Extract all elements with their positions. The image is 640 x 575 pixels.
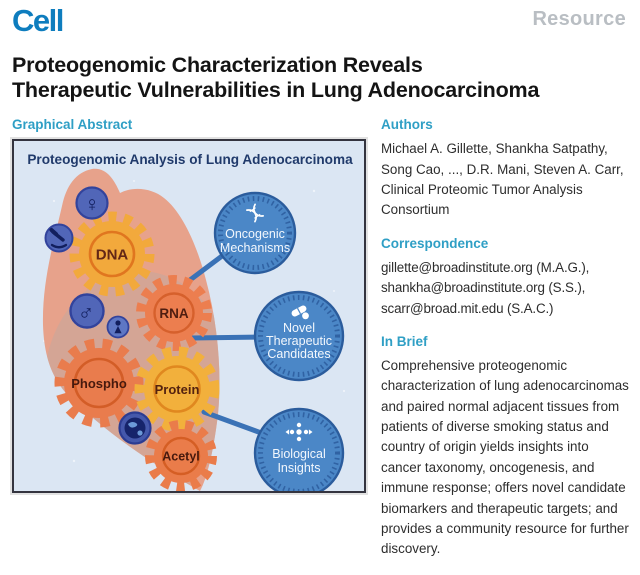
correspondence-email-2: shankha@broadinstitute.org (S.S.),: [381, 280, 586, 296]
correspondence-emails: gillette@broadinstitute.org (M.A.G.), sh…: [381, 258, 632, 319]
svg-text:♀: ♀: [84, 193, 100, 216]
gear-protein: Protein: [134, 346, 220, 432]
gear-rna-label: RNA: [159, 306, 188, 321]
node-novel-therapeutic-candidates: Novel Therapeutic Candidates: [253, 291, 345, 382]
content-columns: Graphical Abstract Proteogenomic Analysi…: [0, 117, 640, 574]
page-header: Cell Resource: [0, 0, 640, 38]
gear-protein-label: Protein: [155, 382, 200, 397]
article-title-line2: Therapeutic Vulnerabilities in Lung Aden…: [12, 77, 540, 102]
authors-text: Michael A. Gillette, Shankha Satpathy, S…: [381, 141, 624, 218]
node-oncogenic-line1: Oncogenic: [225, 227, 285, 241]
node-therapeutic-line2: Therapeutic: [266, 334, 332, 348]
svg-text:♂: ♂: [78, 300, 95, 325]
gear-acetyl-label: Acetyl: [162, 450, 200, 464]
in-brief-heading: In Brief: [381, 333, 428, 349]
node-therapeutic-line3: Candidates: [267, 347, 330, 361]
graphical-abstract-figure: Proteogenomic Analysis of Lung Adenocarc…: [12, 139, 366, 494]
correspondence-heading: Correspondence: [381, 235, 489, 251]
correspondence-email-3: scarr@broad.mit.edu (S.A.C.): [381, 300, 554, 316]
node-biological-insights: Biological Insights: [253, 408, 345, 492]
correspondence-email-1: gillette@broadinstitute.org (M.A.G.),: [381, 259, 590, 275]
node-biological-line1: Biological: [272, 447, 326, 461]
gear-dna: DNA: [69, 211, 155, 297]
in-brief-text: Comprehensive proteogenomic characteriza…: [381, 357, 629, 557]
summary-column: Authors Michael A. Gillette, Shankha Sat…: [381, 117, 632, 574]
article-type-label: Resource: [532, 8, 626, 30]
connector-therapeutic: [189, 334, 263, 341]
authors-heading: Authors: [381, 117, 433, 133]
graphical-abstract-heading: Graphical Abstract: [12, 117, 133, 133]
connector-biological: [201, 409, 267, 437]
microscope-icon: [44, 223, 74, 253]
cohort-icons: ♀ ♂: [44, 186, 152, 445]
gear-rna: RNA: [136, 275, 212, 352]
node-biological-line2: Insights: [277, 461, 320, 475]
network-plus-icon: [285, 423, 313, 442]
male-icon: ♂: [69, 293, 105, 329]
node-oncogenic-line2: Mechanisms: [220, 241, 290, 255]
female-icon: ♀: [75, 186, 109, 220]
node-therapeutic-line1: Novel: [283, 321, 315, 335]
journal-logo: Cell: [12, 3, 64, 38]
gear-dna-label: DNA: [96, 247, 129, 264]
node-oncogenic-mechanisms: Oncogenic Mechanisms: [213, 192, 297, 275]
dna-helix-icon: [246, 203, 264, 223]
connector-oncogenic: [183, 250, 229, 286]
graphical-abstract-column: Graphical Abstract Proteogenomic Analysi…: [12, 117, 369, 574]
graphical-abstract-svg: Proteogenomic Analysis of Lung Adenocarc…: [27, 152, 353, 492]
person-icon: [106, 315, 130, 339]
globe-icon: [118, 411, 152, 445]
article-title-line1: Proteogenomic Characterization Reveals: [12, 52, 423, 77]
gear-acetyl: Acetyl: [145, 420, 217, 492]
gear-phospho-label: Phospho: [71, 376, 127, 391]
article-title: Proteogenomic Characterization Reveals T…: [12, 53, 628, 104]
gear-phospho: Phospho: [54, 338, 144, 428]
figure-title: Proteogenomic Analysis of Lung Adenocarc…: [27, 152, 353, 167]
pills-icon: [291, 305, 309, 320]
connector-lines: [183, 250, 267, 437]
